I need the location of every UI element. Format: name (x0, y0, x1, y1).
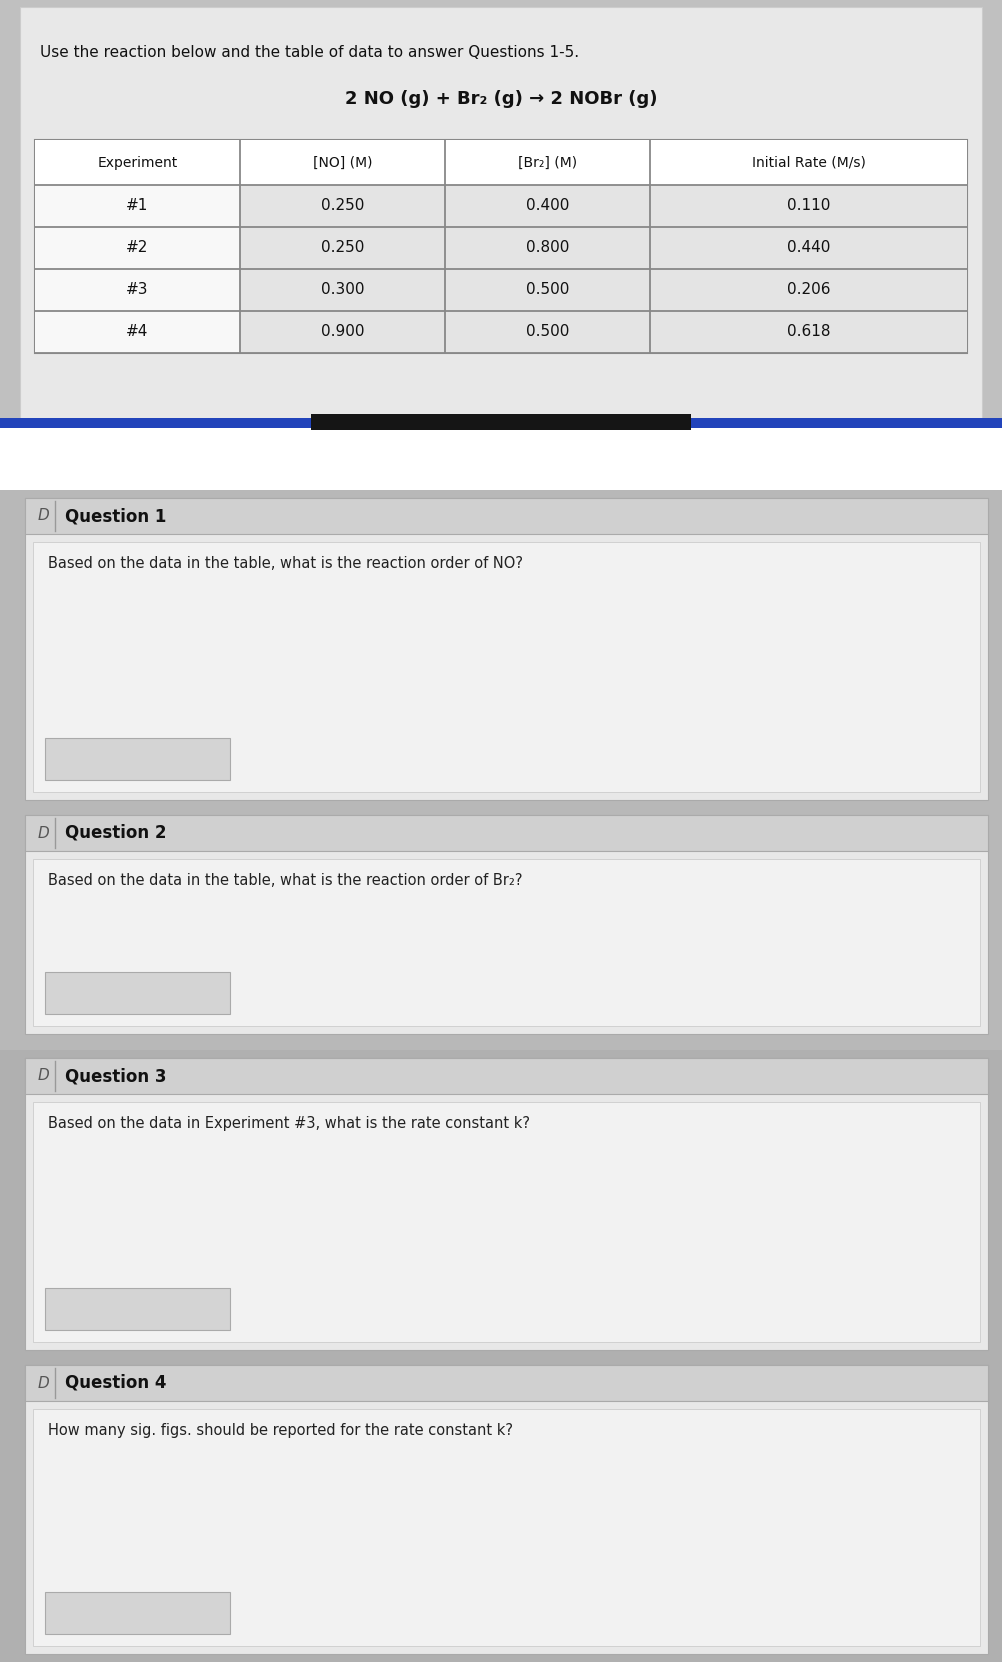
Bar (650, 184, 967, 228)
Text: 0.900: 0.900 (321, 324, 365, 339)
Bar (25, 1365, 988, 1654)
Bar (33, 859, 980, 1025)
Text: #3: #3 (126, 283, 148, 297)
Text: Use the reaction below and the table of data to answer Questions 1-5.: Use the reaction below and the table of … (40, 45, 579, 60)
Bar (25, 1365, 988, 1401)
Text: D: D (37, 1069, 49, 1084)
Text: 0.440: 0.440 (787, 241, 831, 256)
Bar (33, 1409, 980, 1645)
Text: 0.800: 0.800 (526, 241, 569, 256)
Bar (35, 269, 240, 311)
Text: #4: #4 (126, 324, 148, 339)
Bar (35, 311, 240, 352)
Bar (445, 269, 650, 311)
Text: Question 1: Question 1 (65, 507, 166, 525)
Bar (240, 311, 445, 352)
Text: [Br₂] (M): [Br₂] (M) (518, 156, 577, 170)
Bar (45, 1592, 230, 1634)
Bar (650, 311, 967, 352)
Text: 0.500: 0.500 (526, 283, 569, 297)
Bar (0, 429, 1002, 490)
Text: 0.300: 0.300 (321, 283, 365, 297)
Text: [NO] (M): [NO] (M) (313, 156, 373, 170)
Text: Based on the data in the table, what is the reaction order of NO?: Based on the data in the table, what is … (48, 557, 523, 572)
Bar (33, 1102, 980, 1341)
Bar (0, 1050, 1002, 1662)
Text: D: D (37, 1376, 49, 1391)
Text: Experiment: Experiment (97, 156, 177, 170)
Bar (0, 0, 1002, 429)
Bar (35, 184, 240, 228)
Text: D: D (37, 826, 49, 841)
Text: 0.250: 0.250 (321, 198, 365, 213)
Bar (35, 228, 240, 269)
Bar (45, 738, 230, 779)
Text: How many sig. figs. should be reported for the rate constant k?: How many sig. figs. should be reported f… (48, 1423, 513, 1438)
Bar (445, 184, 650, 228)
Bar (240, 228, 445, 269)
Text: 0.500: 0.500 (526, 324, 569, 339)
Bar (35, 140, 967, 184)
Text: Question 4: Question 4 (65, 1374, 166, 1393)
Bar (0, 419, 1002, 429)
Text: 0.110: 0.110 (787, 198, 831, 213)
Bar (45, 1288, 230, 1330)
Text: Based on the data in the table, what is the reaction order of Br₂?: Based on the data in the table, what is … (48, 873, 522, 888)
Bar (650, 269, 967, 311)
Bar (0, 1042, 1002, 1050)
Text: #1: #1 (126, 198, 148, 213)
Text: 2 NO (g) + Br₂ (g) → 2 NOBr (g): 2 NO (g) + Br₂ (g) → 2 NOBr (g) (345, 90, 657, 108)
Text: Based on the data in Experiment #3, what is the rate constant k?: Based on the data in Experiment #3, what… (48, 1115, 530, 1132)
Bar (0, 490, 1002, 1042)
Text: 0.250: 0.250 (321, 241, 365, 256)
Text: D: D (37, 509, 49, 524)
Bar (311, 414, 691, 430)
Bar (445, 228, 650, 269)
Text: Question 3: Question 3 (65, 1067, 166, 1085)
Bar (35, 140, 967, 352)
Bar (25, 814, 988, 851)
Text: 0.618: 0.618 (787, 324, 831, 339)
Bar (45, 972, 230, 1014)
Bar (33, 542, 980, 793)
Bar (25, 499, 988, 799)
Bar (240, 269, 445, 311)
Bar (240, 184, 445, 228)
Bar (445, 311, 650, 352)
Text: #2: #2 (126, 241, 148, 256)
Text: Initial Rate (M/s): Initial Rate (M/s) (752, 156, 866, 170)
Bar (650, 228, 967, 269)
Bar (20, 7, 982, 420)
Bar (25, 814, 988, 1034)
Bar (25, 499, 988, 534)
Text: Question 2: Question 2 (65, 824, 166, 843)
Bar (25, 1059, 988, 1094)
Text: 0.400: 0.400 (526, 198, 569, 213)
Bar (25, 1059, 988, 1350)
Text: 0.206: 0.206 (787, 283, 831, 297)
